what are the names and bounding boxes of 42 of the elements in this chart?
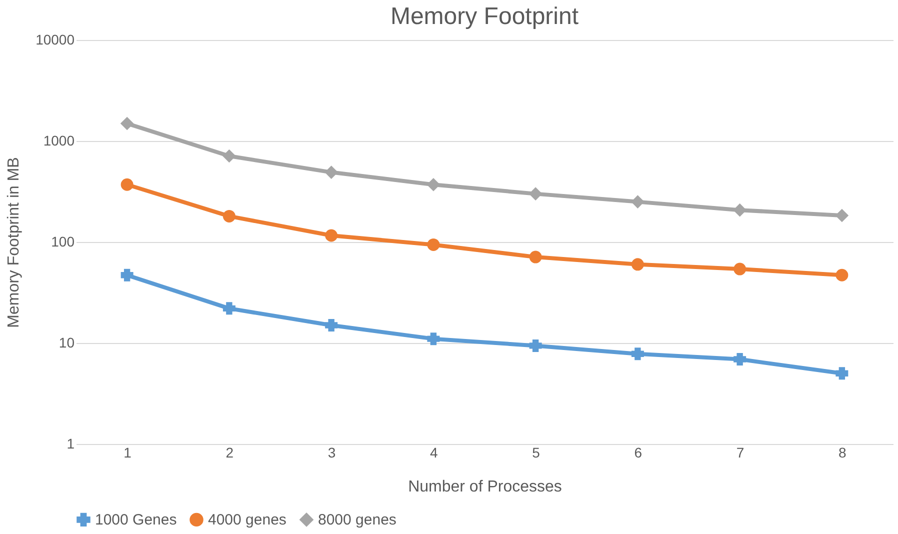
point [631, 348, 644, 360]
point [120, 268, 134, 282]
legend-label: 8000 genes [318, 512, 396, 529]
point [120, 178, 134, 191]
point [427, 238, 440, 251]
y-tick-label: 100 [51, 234, 75, 250]
point [222, 150, 236, 162]
point [631, 258, 644, 271]
x-tick-label: 3 [328, 444, 336, 460]
point [836, 209, 848, 222]
x-tick-label: 5 [532, 444, 540, 460]
y-tick-label: 10000 [36, 32, 75, 48]
point [631, 196, 644, 208]
point [836, 367, 848, 380]
point [836, 268, 848, 282]
x-axis-title: Number of Processes [408, 478, 562, 496]
x-tick-label: 8 [838, 444, 847, 460]
y-axis-title: Memory Footprint in MB [6, 157, 23, 328]
chart-title: Memory Footprint [390, 3, 579, 30]
point [325, 229, 338, 242]
x-tick-label: 6 [634, 444, 642, 460]
legend-label: 1000 Genes [95, 512, 177, 529]
y-tick-label: 10 [58, 334, 75, 350]
point [529, 339, 542, 352]
y-tick-label: 1000 [43, 132, 75, 148]
point [529, 188, 542, 200]
point [529, 250, 542, 264]
x-tick-label: 4 [430, 444, 438, 460]
x-tick-label: 2 [226, 444, 234, 460]
point [734, 262, 746, 276]
point [222, 210, 236, 222]
point [427, 178, 440, 191]
legend-label: 4000 genes [208, 512, 286, 529]
x-tick-label: 7 [736, 444, 744, 460]
point [734, 204, 746, 216]
point [427, 332, 440, 346]
x-tick-label: 1 [124, 444, 132, 460]
point [734, 353, 746, 366]
point [222, 302, 236, 315]
point [325, 318, 338, 332]
point [325, 166, 338, 179]
point [120, 117, 134, 130]
